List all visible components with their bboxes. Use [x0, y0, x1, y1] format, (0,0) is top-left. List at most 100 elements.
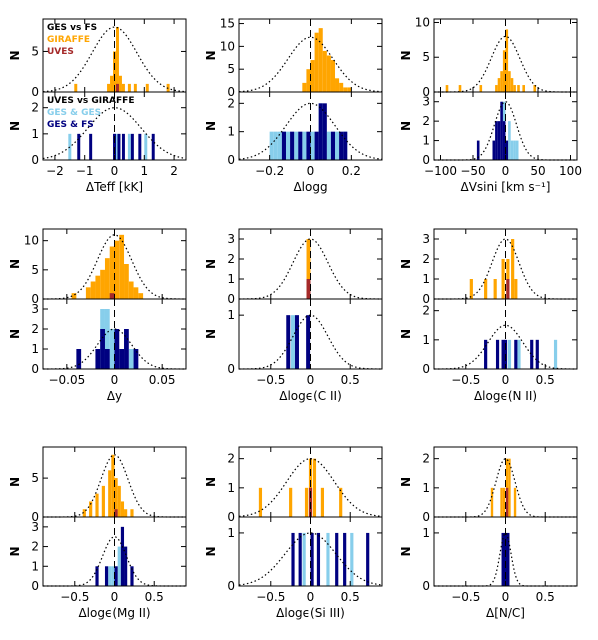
legend-0-bottom-2: GES & FS [47, 120, 94, 130]
panel-5-bottom: 0 1 2 N −0.5 0 0.5 Δlogϵ(N II) [399, 298, 578, 403]
bar-6-top-0-2 [95, 493, 99, 517]
ylabel-0-top: N [8, 50, 22, 60]
ytick-label-4-top-2: 2 [227, 252, 235, 266]
bar-6-top-0-3 [101, 485, 105, 517]
bar-1-top-0-5 [322, 50, 327, 92]
legend-0-top-2: UVES [47, 47, 74, 57]
ytick-label-3-bottom-2: 2 [31, 322, 39, 336]
bar-6-top-1-0 [114, 509, 118, 517]
xtick-label-3-1: 0 [111, 373, 119, 387]
ytick-label-0-top-0: 0 [31, 85, 39, 99]
bar-1-bottom-0-2 [277, 131, 282, 160]
bar-6-bottom-1-5 [130, 566, 134, 586]
bar-2-top-0-12 [522, 85, 525, 92]
bar-1-bottom-1-0 [281, 131, 286, 160]
bar-3-bottom-0-2 [109, 329, 115, 369]
bar-7-bottom-1-1 [298, 532, 302, 586]
bar-2-bottom-0-3 [513, 140, 516, 160]
bar-5-top-0-5 [511, 239, 515, 299]
panel-1-top: 0 5 10 15 N [204, 17, 383, 99]
bar-6-top-0-5 [111, 454, 115, 517]
ytick-label-1-bottom-1: 1 [227, 125, 235, 139]
bar-2-top-0-1 [458, 85, 462, 92]
bar-0-top-0-8 [133, 83, 137, 92]
bar-8-top-0-0 [490, 487, 494, 517]
xtick-label-4-2: 0.5 [341, 373, 360, 387]
bar-8-top-1-0 [505, 487, 509, 517]
ylabel-1-top: N [204, 50, 218, 60]
legend-0-bottom-1: GES & GES [47, 108, 101, 118]
bar-8-top-0-4 [508, 458, 511, 517]
ytick-label-7-top-0: 0 [227, 510, 235, 524]
bar-6-top-0-7 [117, 485, 121, 517]
ytick-label-3-bottom-1: 1 [31, 342, 39, 356]
ylabel-8-top: N [399, 477, 413, 487]
ytick-label-0-bottom-2: 2 [31, 101, 39, 115]
bar-2-top-0-9 [510, 78, 514, 92]
bar-1-top-0-3 [314, 32, 319, 92]
bar-6-top-0-8 [120, 501, 125, 517]
bar-7-bottom-0-1 [326, 532, 330, 586]
bar-4-bottom-1-1 [295, 315, 299, 369]
xtick-label-2-2: 0 [502, 164, 510, 178]
bar-3-top-0-3 [95, 275, 101, 299]
bar-6-top-0-4 [108, 470, 112, 517]
bar-1-bottom-1-9 [343, 131, 348, 160]
xtick-label-0-3: 1 [140, 164, 148, 178]
bar-3-top-0-5 [104, 258, 110, 299]
bar-0-bottom-0-3 [144, 133, 148, 160]
bar-3-top-0-4 [100, 269, 105, 299]
ytick-label-4-top-0: 0 [227, 292, 235, 306]
ylabel-7-bottom: N [204, 546, 218, 556]
bar-3-bottom-1-7 [133, 349, 139, 369]
bar-4-top-1-0 [306, 279, 311, 299]
ytick-label-4-top-1: 1 [227, 272, 235, 286]
bar-5-bottom-1-1 [495, 339, 500, 369]
ytick-label-2-top-1: 5 [422, 50, 430, 64]
ytick-label-1-top-2: 10 [220, 39, 235, 53]
bar-6-bottom-1-0 [95, 566, 99, 586]
ytick-label-5-bottom-0: 0 [422, 362, 430, 376]
ytick-label-3-top-1: 5 [31, 263, 39, 277]
bar-5-top-0-1 [484, 279, 488, 299]
bar-1-top-0-10 [343, 87, 348, 92]
ytick-label-8-top-0: 0 [422, 510, 430, 524]
panel-2-top: 0 5 10 N [399, 15, 578, 99]
bar-1-top-0-7 [330, 60, 336, 92]
bar-7-bottom-1-3 [316, 532, 321, 586]
bar-5-top-0-0 [469, 279, 473, 299]
panel-5-top: 0 1 2 3 N [399, 228, 578, 306]
ytick-label-2-bottom-1: 1 [422, 134, 430, 148]
bar-3-top-0-0 [71, 293, 77, 299]
bar-4-bottom-0-0 [291, 315, 296, 369]
bar-0-bottom-0-0 [68, 133, 72, 160]
bar-8-top-0-1 [500, 487, 503, 517]
gaussian-curve-0-top [42, 26, 187, 93]
ytick-label-5-bottom-1: 1 [422, 333, 430, 347]
bar-3-top-0-9 [124, 264, 129, 299]
ytick-label-1-top-0: 0 [227, 85, 235, 99]
ylabel-6-top: N [8, 477, 22, 487]
bar-0-top-0-1 [107, 83, 111, 92]
bar-5-bottom-0-0 [507, 339, 512, 369]
ytick-label-4-top-3: 3 [227, 232, 235, 246]
xlabel-2: ΔVsini [km s⁻¹] [461, 180, 551, 194]
bar-5-bottom-1-2 [501, 339, 505, 369]
ylabel-3-top: N [8, 259, 22, 269]
xlabel-0: ΔTeff [kK] [86, 180, 143, 194]
bar-1-bottom-0-0 [269, 131, 274, 160]
panel-7-bottom: 0 1N −0.5 0 0.5 Δlogϵ(Si III) [204, 516, 383, 620]
bar-6-bottom-1-3 [120, 526, 125, 586]
bar-3-top-0-12 [138, 293, 144, 299]
ytick-label-4-bottom-0: 0 [227, 362, 235, 376]
bar-6-top-0-10 [130, 509, 134, 517]
bar-4-top-0-0 [306, 239, 311, 299]
panel-7-top: 0 1 2 N [204, 446, 383, 524]
bar-1-bottom-1-3 [306, 131, 311, 160]
bar-6-bottom-1-4 [124, 546, 128, 586]
ytick-label-6-top-0: 0 [31, 510, 39, 524]
xtick-label-8-1: 0 [502, 590, 510, 604]
panel-6-bottom: 0 1 2 3 N −0.5 0 0.5 Δlogϵ(Mg II) [8, 516, 187, 620]
bar-7-top-0-5 [320, 487, 325, 517]
